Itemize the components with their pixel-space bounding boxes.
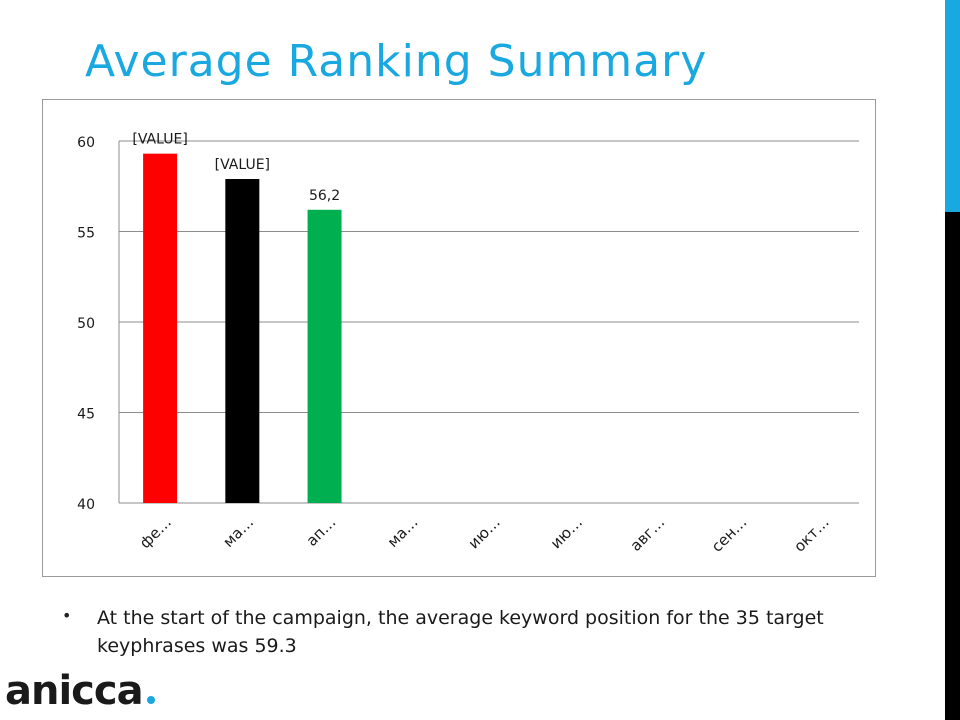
y-tick-label: 40: [77, 497, 95, 513]
y-tick-label: 60: [77, 135, 95, 151]
anicca-logo: anicca: [5, 668, 155, 714]
x-tick-label: ма…: [384, 513, 422, 551]
bar: [225, 179, 260, 503]
data-label: [VALUE]: [215, 157, 270, 173]
chart-canvas: 40 45 50 55 60 [VALUE] [VALUE] 56,2 фе… ма… ап… ма……: [77, 132, 859, 556]
logo-text: anicca: [5, 668, 144, 714]
x-tick-label: ап…: [303, 513, 340, 550]
bullet-item: At the start of the campaign, the averag…: [97, 607, 824, 657]
y-tick-label: 45: [77, 407, 95, 423]
bar: [307, 209, 342, 503]
x-tick-label: фе…: [136, 513, 175, 552]
bullet-icon: •: [62, 606, 72, 625]
accent-bar-blue: [945, 0, 960, 212]
x-tick-label: ма…: [219, 513, 257, 551]
bar: [143, 153, 178, 504]
data-label: 56,2: [309, 188, 340, 204]
x-tick-label: сен…: [708, 513, 751, 556]
y-tick-label: 55: [77, 226, 95, 242]
y-tick-label: 50: [77, 316, 95, 332]
x-tick-label: ию…: [547, 513, 586, 552]
x-tick-label: авг…: [627, 513, 669, 555]
logo-dot-icon: [146, 696, 155, 704]
x-tick-label: ию…: [465, 513, 504, 552]
accent-bar-black: [945, 212, 960, 720]
data-label: [VALUE]: [132, 132, 187, 148]
ranking-chart: 40 45 50 55 60 [VALUE] [VALUE] 56,2 фе… ма… ап… ма……: [42, 99, 876, 577]
x-tick-label: окт…: [790, 513, 832, 555]
slide-title: Average Ranking Summary: [85, 36, 708, 87]
